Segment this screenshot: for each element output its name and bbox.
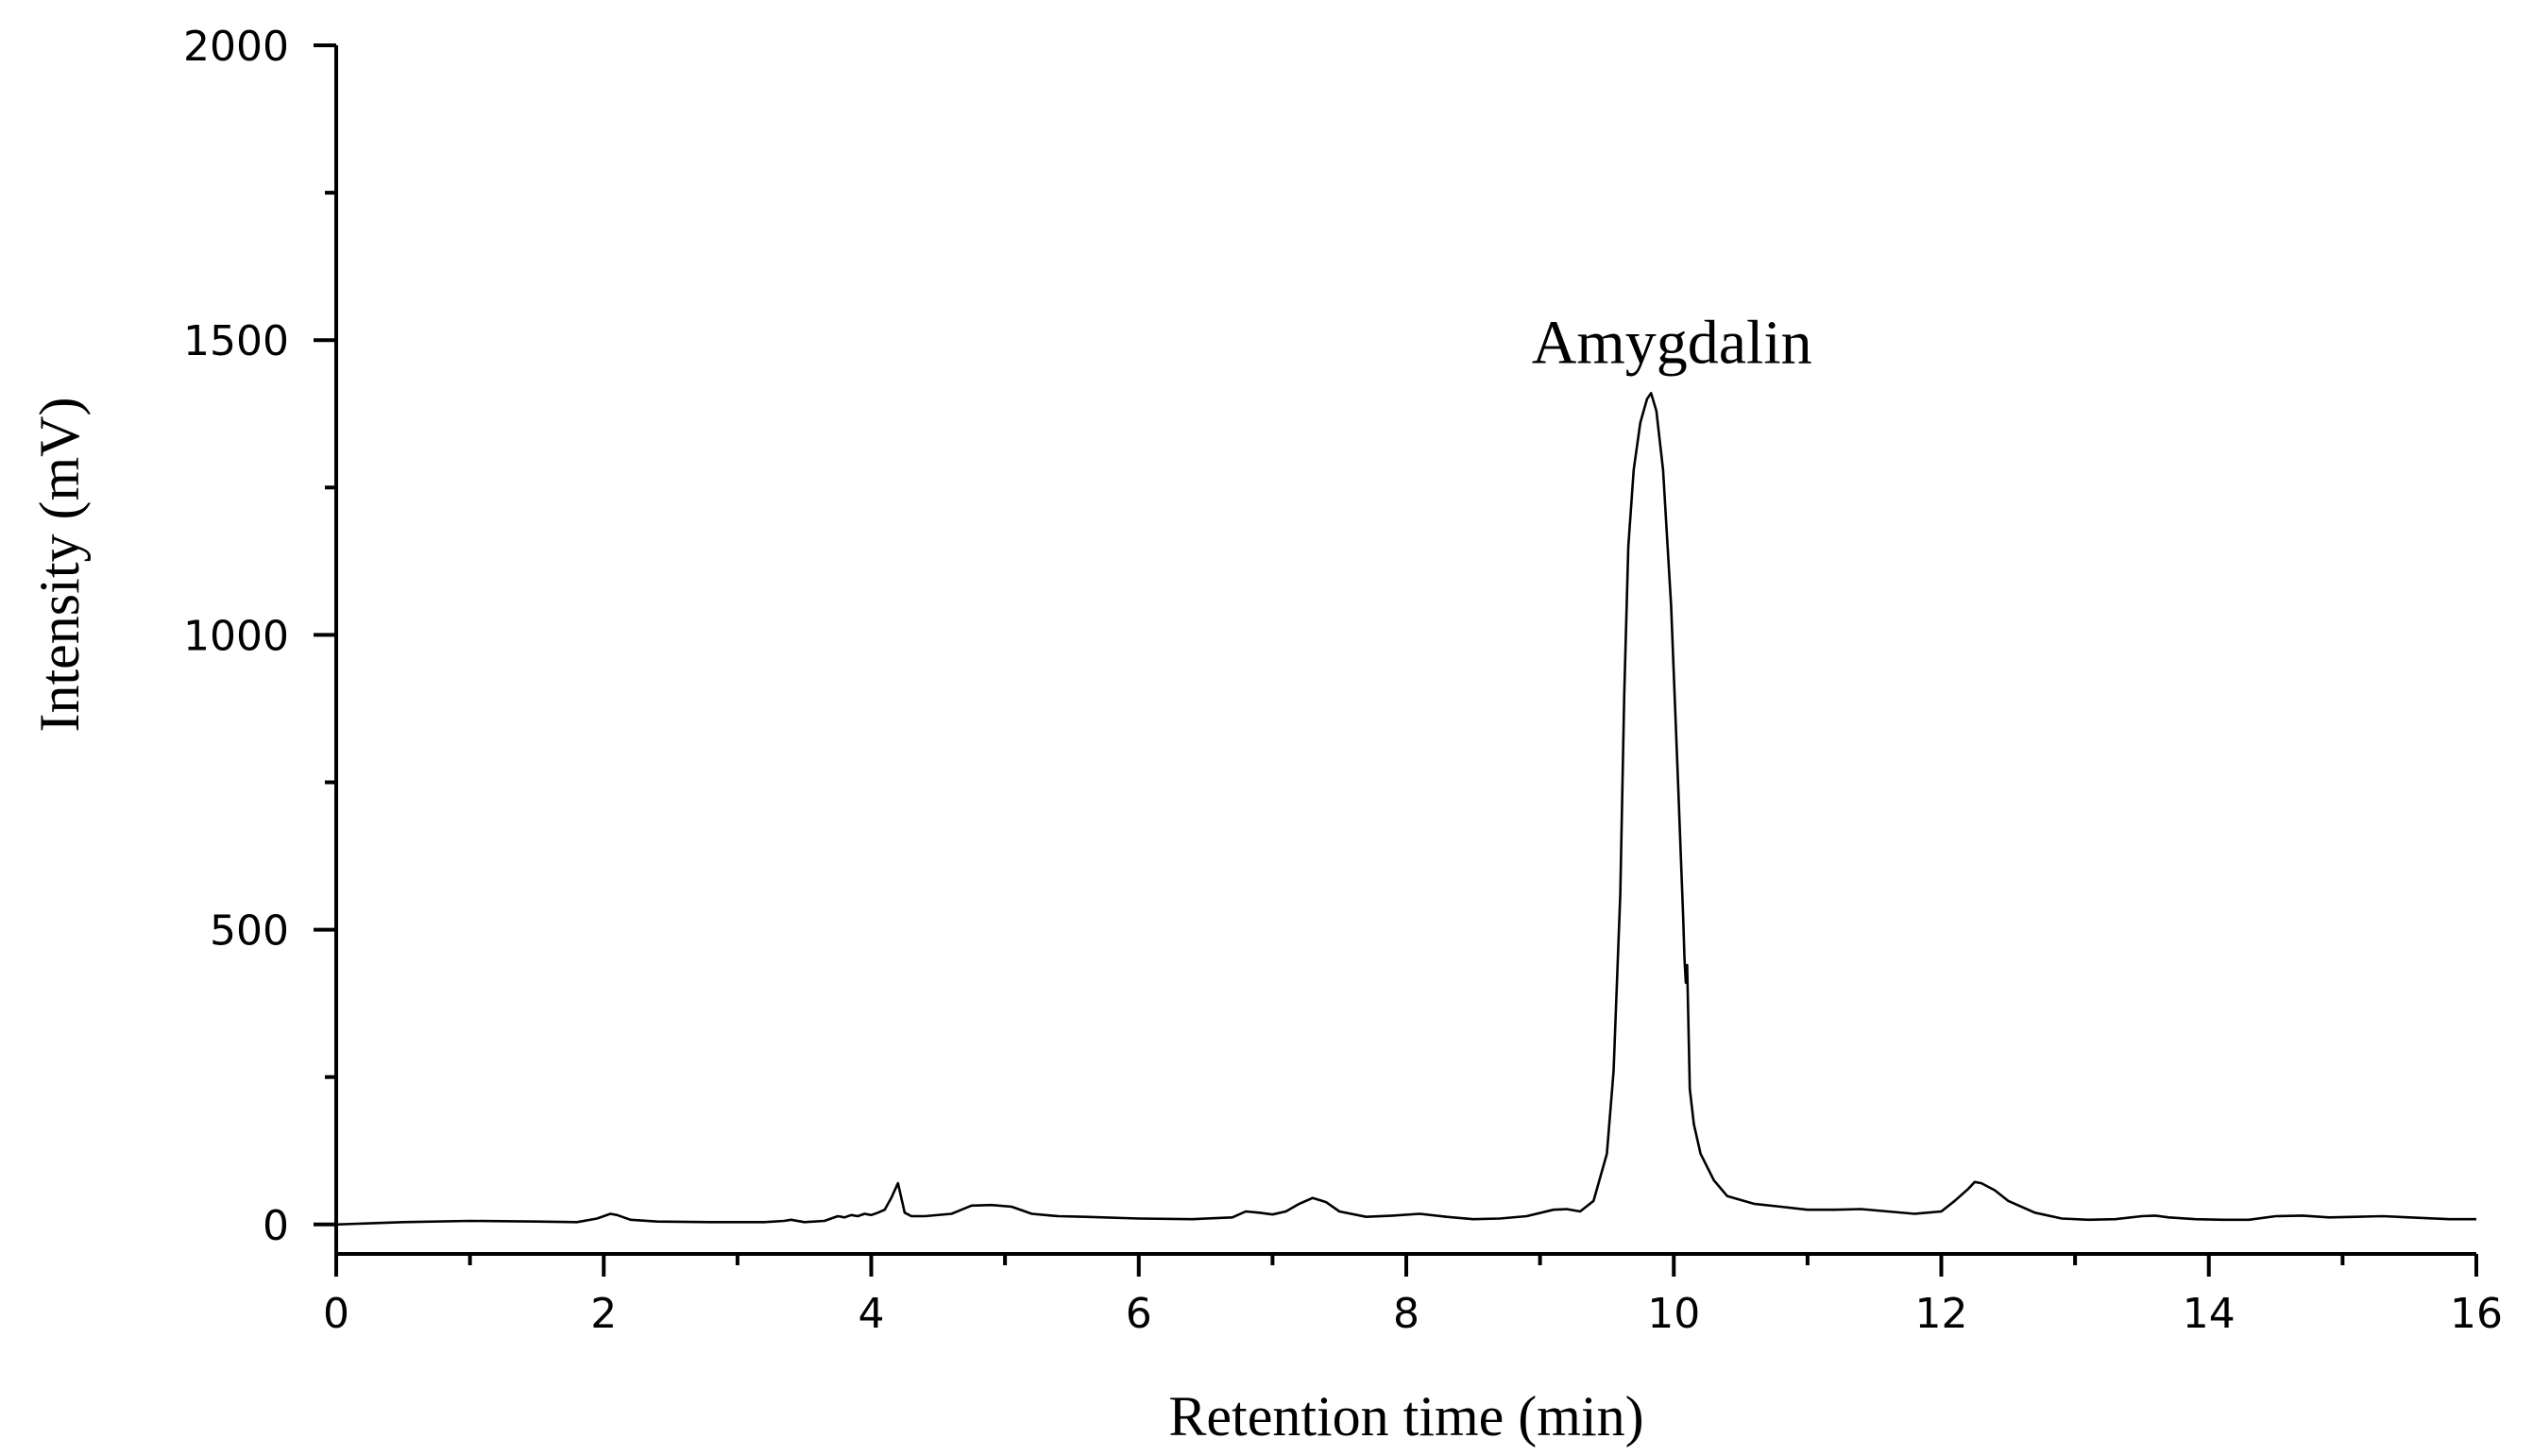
x-tick-label: 16 <box>2450 1290 2503 1338</box>
y-tick-label: 1000 <box>183 612 289 660</box>
y-axis-title: Intensity (mV) <box>28 398 91 733</box>
peak-annotation-amygdalin: Amygdalin <box>1532 308 1812 377</box>
y-tick-label: 0 <box>263 1202 289 1250</box>
x-axis-title: Retention time (min) <box>1168 1385 1643 1448</box>
axis-tick-labels: 0 2 4 6 8 10 12 14 16 0 500 1000 1500 2000 <box>183 23 2503 1338</box>
x-tick-label: 10 <box>1647 1290 1700 1338</box>
y-tick-label: 1500 <box>183 317 289 365</box>
x-tick-label: 0 <box>323 1290 349 1338</box>
y-tick-label: 500 <box>210 907 289 956</box>
x-tick-label: 2 <box>590 1290 617 1338</box>
axes <box>334 45 2476 1256</box>
axis-ticks <box>314 43 2478 1277</box>
chromatogram-trace <box>335 392 2476 1227</box>
x-tick-label: 4 <box>858 1290 885 1338</box>
x-tick-label: 14 <box>2183 1290 2236 1338</box>
x-tick-label: 8 <box>1393 1290 1420 1338</box>
y-tick-label: 2000 <box>183 23 289 71</box>
x-tick-label: 6 <box>1126 1290 1152 1338</box>
x-tick-label: 12 <box>1915 1290 1968 1338</box>
